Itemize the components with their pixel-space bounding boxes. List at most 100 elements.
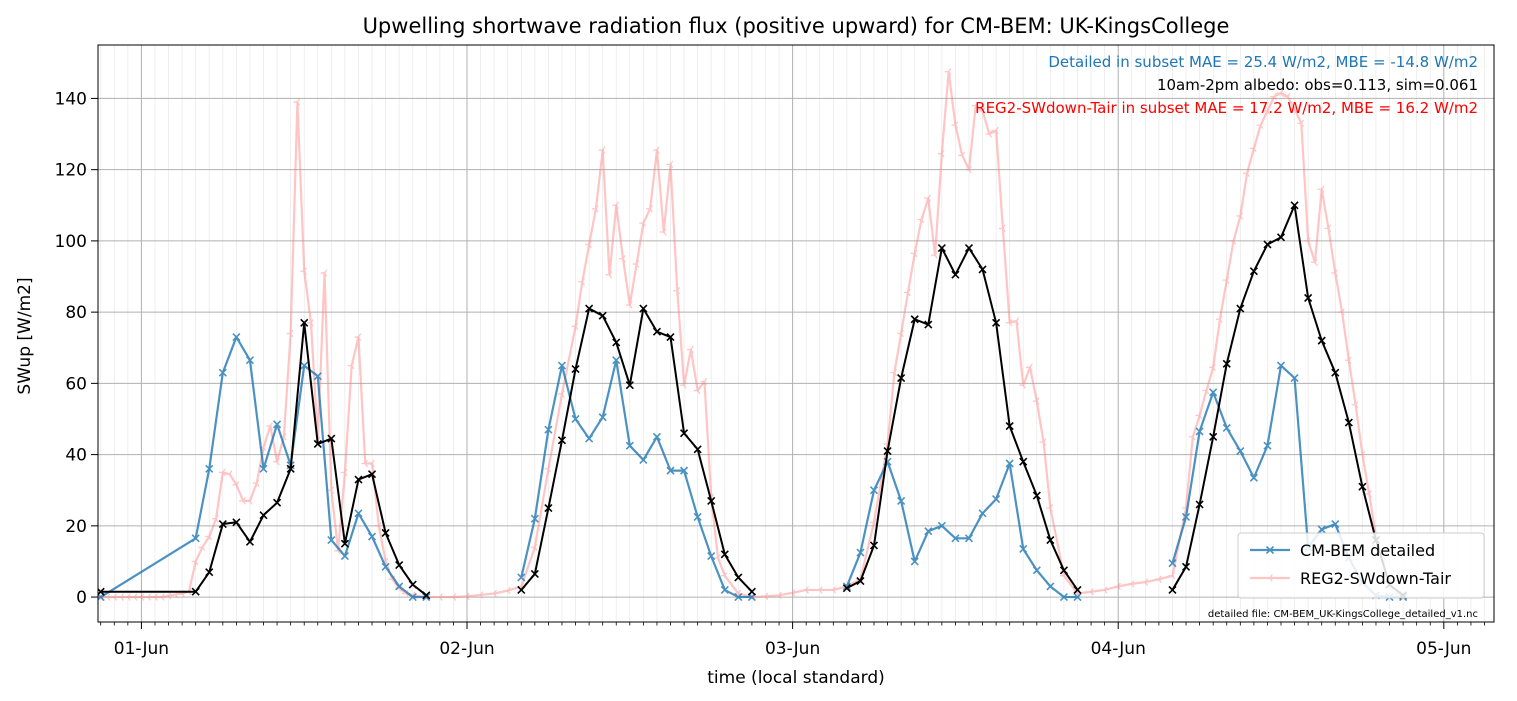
marker-stroke [683, 384, 687, 389]
data-point [720, 571, 728, 580]
data-point [300, 267, 307, 275]
marker-stroke [842, 582, 851, 591]
plot-frame [97, 44, 1495, 623]
marker-stroke [832, 589, 837, 594]
data-point [205, 568, 214, 577]
marker-stroke [1009, 322, 1013, 327]
marker-stroke [574, 326, 579, 331]
data-point [245, 537, 255, 546]
data-point [381, 562, 390, 571]
marker-stroke [941, 153, 945, 158]
data-point [944, 67, 952, 76]
data-point [985, 130, 993, 138]
marker-stroke [1331, 368, 1340, 377]
marker-stroke [300, 361, 309, 370]
data-point [964, 165, 972, 174]
data-point [964, 534, 974, 543]
marker-stroke [707, 496, 716, 505]
data-point [1188, 433, 1196, 441]
data-point [1209, 388, 1218, 397]
marker-stroke [897, 373, 906, 383]
data-point [1114, 582, 1121, 591]
marker-stroke [262, 443, 267, 448]
marker-stroke [1317, 336, 1326, 345]
data-point [707, 496, 716, 505]
marker-stroke [1158, 578, 1162, 584]
marker-stroke [954, 121, 959, 126]
data-point [978, 107, 986, 115]
data-point [1046, 582, 1055, 591]
marker-stroke [951, 534, 960, 543]
data-point [1032, 566, 1041, 575]
data-point [700, 377, 708, 386]
marker-stroke [1273, 96, 1277, 101]
marker-stroke [344, 472, 348, 477]
marker-stroke [819, 586, 823, 591]
marker-stroke [1049, 504, 1054, 509]
marker-stroke [327, 536, 336, 545]
data-point [557, 390, 565, 398]
marker-stroke [639, 455, 648, 465]
marker-stroke [1246, 172, 1250, 177]
marker-stroke [215, 518, 219, 523]
data-point [605, 270, 613, 279]
marker-stroke [720, 585, 729, 595]
marker-stroke [693, 512, 702, 521]
marker-stroke [1144, 581, 1149, 586]
y-axis: 0 20 40 60 80 100 120 140 [55, 89, 98, 608]
marker-stroke [1294, 105, 1298, 110]
marker-stroke [1226, 276, 1230, 281]
marker-stroke [1317, 525, 1326, 534]
data-point [598, 413, 607, 422]
marker-stroke [286, 464, 295, 473]
marker-stroke [1029, 366, 1033, 372]
data-point [395, 582, 404, 591]
marker-stroke [581, 278, 586, 283]
marker-stroke [337, 550, 341, 555]
data-point [788, 589, 796, 597]
marker-stroke [534, 543, 538, 548]
data-point [1297, 119, 1305, 128]
data-point [1270, 92, 1277, 101]
data-point [544, 503, 553, 513]
marker-stroke [1260, 121, 1264, 126]
data-point [191, 587, 200, 596]
marker-stroke [920, 219, 925, 224]
marker-stroke [191, 534, 200, 543]
data-point [1100, 586, 1108, 594]
marker-stroke [106, 596, 111, 601]
marker-stroke [1249, 267, 1258, 276]
data-point [266, 422, 274, 430]
marker-stroke [734, 573, 743, 582]
data-point [123, 593, 131, 601]
marker-stroke [1144, 578, 1149, 583]
marker-stroke [1168, 585, 1177, 595]
marker-stroke [724, 575, 728, 580]
data-point [1046, 536, 1055, 545]
marker-stroke [1263, 441, 1272, 450]
marker-stroke [330, 489, 335, 494]
marker-stroke [452, 593, 457, 598]
data-point [1249, 267, 1258, 276]
marker-stroke [276, 457, 280, 463]
data-point [842, 582, 851, 591]
marker-stroke [1019, 457, 1028, 466]
marker-stroke [140, 596, 145, 601]
marker-stroke [412, 591, 416, 596]
marker-stroke [897, 496, 906, 505]
data-point [1290, 373, 1299, 383]
data-point [1032, 491, 1041, 500]
marker-stroke [666, 466, 675, 475]
data-point [1304, 293, 1313, 302]
y-tick-label: 120 [55, 161, 87, 181]
marker-stroke [195, 561, 199, 566]
x-tick-label: 01-Jun [114, 639, 169, 659]
legend-marker [1265, 545, 1275, 555]
marker-stroke [625, 381, 634, 390]
marker-stroke [218, 368, 227, 377]
marker-stroke [161, 593, 165, 598]
data-point [218, 519, 227, 529]
data-point [408, 580, 417, 589]
marker-stroke [805, 589, 809, 594]
data-point [652, 432, 662, 441]
